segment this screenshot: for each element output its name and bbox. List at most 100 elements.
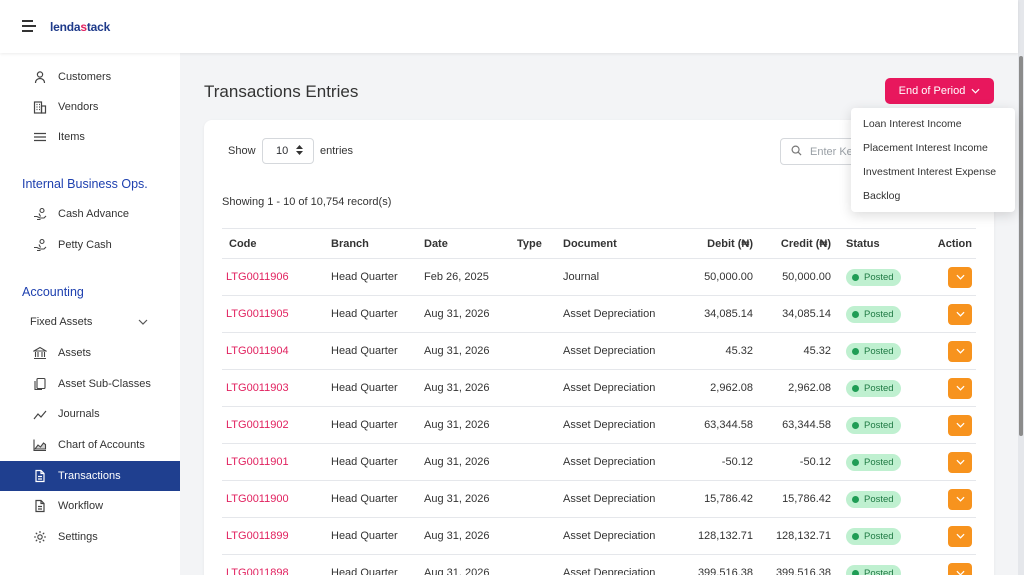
sidebar-item-chart-of-accounts[interactable]: Chart of Accounts xyxy=(0,430,180,460)
row-action-button[interactable] xyxy=(948,340,972,362)
col-header-branch[interactable]: Branch xyxy=(331,237,369,250)
sidebar-item-label: Asset Sub-Classes xyxy=(58,378,151,390)
status-dot-icon xyxy=(852,495,859,503)
row-action-button[interactable] xyxy=(948,562,972,575)
sidebar-item-journals[interactable]: Journals xyxy=(0,399,180,429)
fixed-assets-label: Fixed Assets xyxy=(30,316,93,328)
cell-credit: 128,132.71 xyxy=(775,530,831,542)
table-row: LTG0011901 Head Quarter Aug 31, 2026 Asset … xyxy=(222,444,976,481)
sidebar-item-petty-cash[interactable]: Petty Cash xyxy=(0,230,180,260)
row-action-button[interactable] xyxy=(948,303,972,325)
status-label: Posted xyxy=(864,530,894,542)
col-header-credit[interactable]: Credit (₦) xyxy=(780,237,831,250)
status-label: Posted xyxy=(864,382,894,394)
menu-toggle-icon[interactable] xyxy=(22,20,36,32)
sidebar-item-workflow[interactable]: Workflow xyxy=(0,491,180,521)
document-icon xyxy=(32,498,48,514)
cell-document: Asset Depreciation xyxy=(563,345,656,357)
page-scrollbar[interactable] xyxy=(1018,0,1024,575)
entries-select[interactable]: 10 xyxy=(262,138,314,164)
col-header-date[interactable]: Date xyxy=(424,237,448,250)
search-icon xyxy=(791,143,802,161)
document-icon xyxy=(32,468,48,484)
sidebar-item-label: Customers xyxy=(58,71,112,83)
person-icon xyxy=(32,69,48,85)
entries-value: 10 xyxy=(276,145,289,157)
transaction-code-link[interactable]: LTG0011898 xyxy=(226,567,289,575)
chevron-down-icon xyxy=(955,459,965,465)
transaction-code-link[interactable]: LTG0011901 xyxy=(226,456,289,468)
cell-document: Asset Depreciation xyxy=(563,530,656,542)
cell-date: Aug 31, 2026 xyxy=(424,530,490,542)
sidebar-item-label: Assets xyxy=(58,347,92,359)
col-header-type[interactable]: Type xyxy=(517,237,542,250)
transaction-code-link[interactable]: LTG0011899 xyxy=(226,530,289,542)
section-accounting: Accounting xyxy=(22,285,84,299)
cell-date: Aug 31, 2026 xyxy=(424,345,490,357)
col-header-status[interactable]: Status xyxy=(846,237,880,250)
cell-debit: 63,344.58 xyxy=(704,419,753,431)
sidebar-item-transactions[interactable]: Transactions xyxy=(0,461,180,491)
sidebar-item-cash-advance[interactable]: Cash Advance xyxy=(0,199,180,229)
col-header-debit[interactable]: Debit (₦) xyxy=(707,237,753,250)
transaction-code-link[interactable]: LTG0011905 xyxy=(226,308,289,320)
sidebar-item-settings[interactable]: Settings xyxy=(0,522,180,552)
row-action-button[interactable] xyxy=(948,377,972,399)
transaction-code-link[interactable]: LTG0011902 xyxy=(226,419,289,431)
row-action-button[interactable] xyxy=(948,451,972,473)
cell-date: Aug 31, 2026 xyxy=(424,493,490,505)
record-count: Showing 1 - 10 of 10,754 record(s) xyxy=(222,196,392,208)
dropdown-item-placement-interest-income[interactable]: Placement Interest Income xyxy=(863,142,988,154)
scrollbar-thumb[interactable] xyxy=(1019,56,1023,436)
sidebar-item-label: Workflow xyxy=(58,500,104,512)
cell-branch: Head Quarter xyxy=(331,382,398,394)
status-dot-icon xyxy=(852,273,859,281)
end-of-period-button[interactable]: End of Period xyxy=(885,78,994,104)
transaction-code-link[interactable]: LTG0011900 xyxy=(226,493,289,505)
top-bar: lendastack xyxy=(0,0,1018,53)
row-action-button[interactable] xyxy=(948,414,972,436)
chevron-down-icon xyxy=(971,85,980,97)
sidebar-item-items[interactable]: Items xyxy=(0,122,180,152)
chevron-down-icon xyxy=(138,316,148,328)
dropdown-item-investment-interest-expense[interactable]: Investment Interest Expense xyxy=(863,166,997,178)
entries-label: entries xyxy=(320,145,354,157)
sidebar: Customers Vendors Items Internal Busines… xyxy=(0,53,180,575)
row-action-button[interactable] xyxy=(948,266,972,288)
transaction-code-link[interactable]: LTG0011904 xyxy=(226,345,289,357)
chevron-down-icon xyxy=(955,311,965,317)
page-title: Transactions Entries xyxy=(204,82,359,101)
fixed-assets-toggle[interactable]: Fixed Assets xyxy=(30,316,148,328)
table-row: LTG0011905 Head Quarter Aug 31, 2026 Asset … xyxy=(222,296,976,333)
status-badge: Posted xyxy=(846,453,901,471)
cell-branch: Head Quarter xyxy=(331,345,398,357)
dropdown-item-backlog[interactable]: Backlog xyxy=(863,190,901,202)
table-body: LTG0011906 Head Quarter Feb 26, 2025 Journa… xyxy=(222,259,976,575)
table-row: LTG0011902 Head Quarter Aug 31, 2026 Asset … xyxy=(222,407,976,444)
transactions-table: Code Branch Date Type Document Debit (₦)… xyxy=(222,228,976,575)
transaction-code-link[interactable]: LTG0011906 xyxy=(226,271,289,283)
transaction-code-link[interactable]: LTG0011903 xyxy=(226,382,289,394)
cell-branch: Head Quarter xyxy=(331,530,398,542)
cell-credit: 63,344.58 xyxy=(782,419,831,431)
sidebar-item-assets[interactable]: Assets xyxy=(0,338,180,368)
status-badge: Posted xyxy=(846,416,901,434)
gear-icon xyxy=(32,529,48,545)
cell-date: Aug 31, 2026 xyxy=(424,567,490,575)
section-internal-business-ops: Internal Business Ops. xyxy=(22,177,148,191)
chevron-down-icon xyxy=(955,348,965,354)
hand-coin-icon xyxy=(32,206,48,222)
col-header-document[interactable]: Document xyxy=(563,237,617,250)
table-row: LTG0011900 Head Quarter Aug 31, 2026 Asset … xyxy=(222,481,976,518)
status-dot-icon xyxy=(852,532,859,540)
sidebar-item-customers[interactable]: Customers xyxy=(0,62,180,92)
sidebar-item-vendors[interactable]: Vendors xyxy=(0,92,180,122)
row-action-button[interactable] xyxy=(948,488,972,510)
dropdown-item-loan-interest-income[interactable]: Loan Interest Income xyxy=(863,118,962,130)
col-header-code[interactable]: Code xyxy=(229,237,257,250)
cell-branch: Head Quarter xyxy=(331,308,398,320)
cell-date: Aug 31, 2026 xyxy=(424,308,490,320)
row-action-button[interactable] xyxy=(948,525,972,547)
status-label: Posted xyxy=(864,345,894,357)
sidebar-item-asset-sub-classes[interactable]: Asset Sub-Classes xyxy=(0,369,180,399)
